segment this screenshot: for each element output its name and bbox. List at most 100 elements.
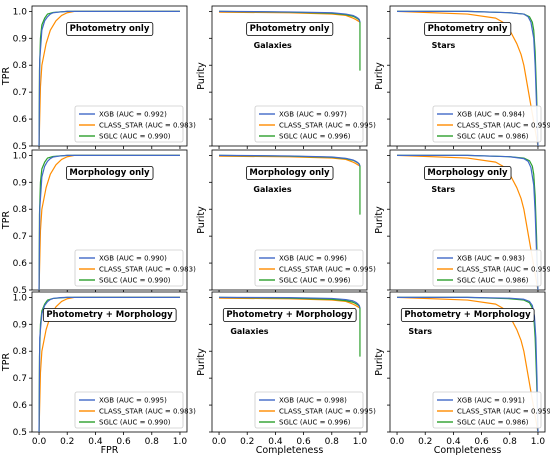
legend-entry: SGLC (AUC = 0.986) (457, 277, 529, 285)
y-axis-label: Purity (196, 62, 207, 90)
panel-subtitle: Stars (408, 327, 432, 336)
panel-subtitle: Stars (432, 41, 456, 50)
legend-entry: CLASS_STAR (AUC = 0.959) (457, 266, 550, 274)
x-tick-label: 0.2 (60, 437, 74, 447)
panel-1-3: Purity Photometry only Stars XGB (AUC = 0.9… (374, 5, 550, 149)
series-line-xgb (397, 10, 539, 147)
panel-title: Morphology only (427, 168, 508, 178)
legend-entry: XGB (AUC = 0.991) (457, 397, 525, 405)
y-tick-label: 0.7 (13, 88, 27, 98)
panel-subtitle: Galaxies (254, 41, 292, 50)
y-tick-label: 1.0 (13, 293, 28, 303)
legend-box (74, 249, 184, 287)
panel-title-box (222, 308, 357, 322)
panel-2-3: Purity Morphology only Stars XGB (AUC = 0.9… (374, 149, 550, 293)
panel-1-2: Purity Photometry only Galaxies XGB (AUC = … (196, 5, 376, 149)
legend-entry: XGB (AUC = 0.995) (99, 397, 167, 405)
series-line-class-star (38, 10, 180, 147)
panel-title-box (66, 166, 154, 180)
x-tick-label: 1.0 (353, 437, 368, 447)
panel-title: Photometry + Morphology (226, 310, 353, 320)
y-tick-label: 0.8 (13, 61, 28, 71)
legend-entry: SGLC (AUC = 0.996) (279, 133, 351, 141)
legend-entry: CLASS_STAR (AUC = 0.983) (99, 408, 196, 416)
series-line-xgb (38, 10, 180, 147)
y-tick-label: 0.6 (13, 115, 28, 125)
y-tick-label: 1.0 (13, 151, 28, 161)
legend-entry: SGLC (AUC = 0.996) (279, 277, 351, 285)
legend-entry: CLASS_STAR (AUC = 0.959) (457, 122, 550, 130)
panel-title: Photometry only (428, 24, 508, 34)
series-line-xgb (397, 296, 539, 433)
panel-title-box (246, 166, 334, 180)
legend-box (74, 391, 184, 429)
y-axis-label: TPR (1, 211, 12, 231)
legend-box (74, 105, 184, 143)
panel-title: Morphology only (249, 168, 330, 178)
legend-entry: CLASS_STAR (AUC = 0.959) (457, 408, 550, 416)
y-tick-label: 0.6 (13, 401, 28, 411)
legend-box (432, 391, 542, 429)
x-tick-label: 0.6 (116, 437, 131, 447)
y-tick-label: 0.9 (13, 34, 28, 44)
panel-3-1: 0.5 0.6 0.7 0.8 0.9 1.0 0.0 0.2 0.4 0.6 0.8 1.0 TPR F… (1, 291, 196, 456)
legend-box (254, 105, 364, 143)
series-line-class-star (219, 155, 361, 167)
series-line-xgb (219, 296, 361, 309)
y-tick-label: 1.0 (13, 7, 28, 17)
x-axis-label: Completeness (434, 445, 502, 456)
series-line-class-star (219, 297, 361, 309)
y-axis-label: Purity (374, 62, 385, 90)
panel-subtitle: Galaxies (230, 327, 268, 336)
x-tick-label: 0.2 (418, 437, 432, 447)
y-tick-label: 0.7 (13, 374, 27, 384)
legend-entry: XGB (AUC = 0.996) (279, 255, 347, 263)
legend-entry: SGLC (AUC = 0.990) (99, 419, 171, 427)
legend-entry: CLASS_STAR (AUC = 0.995) (279, 408, 376, 416)
panel-3-3: 0.0 0.2 0.4 0.6 0.8 1.0 Purity Completeness Phot… (374, 291, 550, 456)
y-axis-label: TPR (1, 353, 12, 373)
panel-title: Morphology only (69, 168, 150, 178)
y-axis-label: Purity (374, 206, 385, 234)
y-tick-label: 0.9 (13, 320, 28, 330)
series-line-xgb (38, 154, 180, 291)
legend-entry: CLASS_STAR (AUC = 0.983) (99, 266, 196, 274)
panel-title-box (246, 22, 334, 36)
panel-title: Photometry only (250, 24, 330, 34)
panel-subtitle: Galaxies (253, 185, 291, 194)
y-tick-label: 0.6 (13, 259, 28, 269)
y-tick-label: 0.8 (13, 347, 28, 357)
legend-entry: SGLC (AUC = 0.990) (99, 277, 171, 285)
series-line-xgb (397, 154, 539, 291)
legend-entry: XGB (AUC = 0.984) (457, 111, 525, 119)
legend-entry: SGLC (AUC = 0.986) (457, 419, 529, 427)
x-tick-label: 0.8 (503, 437, 518, 447)
panel-3-2: 0.0 0.2 0.4 0.6 0.8 1.0 Purity Completeness Phot… (196, 291, 376, 456)
legend-box (254, 391, 364, 429)
legend-entry: SGLC (AUC = 0.986) (457, 133, 529, 141)
y-tick-label: 0.5 (13, 142, 27, 152)
y-tick-label: 0.7 (13, 232, 27, 242)
panel-2-1: 0.5 0.6 0.7 0.8 0.9 1.0 TPR Morphology only XGB … (1, 149, 196, 296)
legend-entry: XGB (AUC = 0.992) (99, 111, 167, 119)
series-line-xgb (219, 154, 361, 167)
legend-entry: XGB (AUC = 0.998) (279, 397, 347, 405)
y-tick-label: 0.9 (13, 178, 28, 188)
panel-subtitle: Stars (431, 185, 455, 194)
x-axis-label: Completeness (256, 445, 324, 456)
x-tick-label: 1.0 (173, 437, 188, 447)
panel-title-box (424, 22, 512, 36)
legend-box (432, 105, 542, 143)
x-tick-label: 0.0 (32, 437, 47, 447)
x-tick-label: 0.0 (390, 437, 405, 447)
panel-1-1: 0.5 0.6 0.7 0.8 0.9 1.0 TPR Photometry only XGB … (1, 5, 196, 152)
y-axis-label: Purity (374, 348, 385, 376)
y-axis-label: Purity (196, 348, 207, 376)
legend-entry: XGB (AUC = 0.997) (279, 111, 347, 119)
legend-box (254, 249, 364, 287)
x-tick-label: 0.4 (88, 437, 103, 447)
panel-title-box (400, 308, 535, 322)
panel-title: Photometry + Morphology (404, 310, 531, 320)
y-axis-label: Purity (196, 206, 207, 234)
legend-entry: XGB (AUC = 0.983) (457, 255, 525, 263)
